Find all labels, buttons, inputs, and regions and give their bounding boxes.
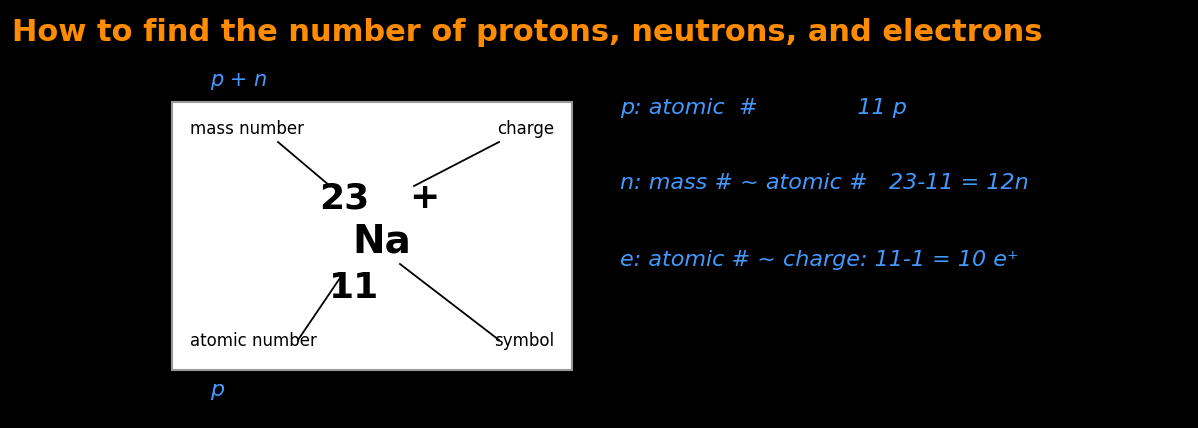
Text: p: atomic  #              11 p: p: atomic # 11 p xyxy=(621,98,907,118)
Text: +: + xyxy=(409,181,440,215)
Text: e: atomic # ~ charge: 11-1 = 10 e⁺: e: atomic # ~ charge: 11-1 = 10 e⁺ xyxy=(621,250,1018,270)
Text: p: p xyxy=(210,380,224,400)
Text: atomic number: atomic number xyxy=(190,332,317,350)
Text: 11: 11 xyxy=(329,271,379,305)
Text: charge: charge xyxy=(497,120,553,138)
Text: p + n: p + n xyxy=(210,70,267,90)
Text: Na: Na xyxy=(352,222,411,260)
Text: symbol: symbol xyxy=(494,332,553,350)
Text: mass number: mass number xyxy=(190,120,304,138)
Text: 23: 23 xyxy=(319,181,369,215)
Text: How to find the number of protons, neutrons, and electrons: How to find the number of protons, neutr… xyxy=(12,18,1042,47)
FancyBboxPatch shape xyxy=(173,102,571,370)
Text: n: mass # ~ atomic #   23-11 = 12n: n: mass # ~ atomic # 23-11 = 12n xyxy=(621,173,1029,193)
